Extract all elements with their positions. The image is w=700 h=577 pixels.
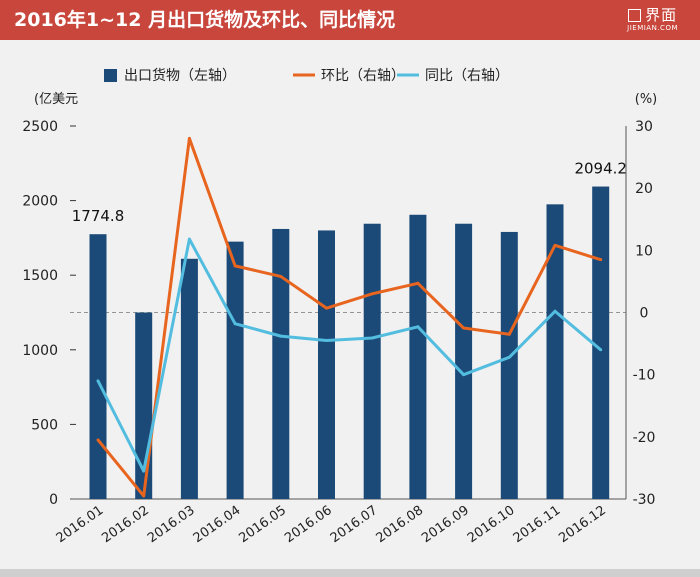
- y-right-axis-label: (%): [635, 92, 658, 107]
- y-left-tick-label: 2500: [22, 119, 58, 135]
- y-right-tick-label: -20: [633, 430, 656, 446]
- yoy-line-point: [187, 237, 191, 241]
- header-bar: 2016年1~12 月出口货物及环比、同比情况 界面 JIEMIAN.COM: [0, 0, 700, 40]
- y-right-tick-label: 10: [635, 243, 653, 259]
- y-right-tick-label: -30: [633, 492, 656, 508]
- y-right-tick-label: 20: [635, 181, 653, 197]
- x-tick-label: 2016.09: [419, 503, 472, 546]
- mom-line-point: [96, 438, 100, 442]
- yoy-line-point: [599, 348, 603, 352]
- logo-main: 界面: [627, 6, 678, 24]
- mom-line-point: [187, 136, 191, 140]
- legend-label-mom: 环比（右轴）: [321, 68, 405, 84]
- y-left-tick-label: 1000: [22, 343, 58, 359]
- yoy-line: [96, 237, 602, 473]
- x-tick-label: 2016.05: [236, 503, 289, 546]
- bar-2016-07: [363, 223, 381, 499]
- y-left-axis-label: (亿美元: [34, 92, 78, 107]
- bar-2016-12: [592, 186, 610, 500]
- bar-2016-04: [226, 241, 244, 499]
- mom-line: [96, 136, 602, 498]
- yoy-line-point: [233, 322, 237, 326]
- bar-2016-11: [546, 204, 564, 499]
- mom-line-point: [325, 306, 328, 310]
- chart-area: [0, 40, 700, 577]
- mom-line-point: [233, 264, 237, 268]
- yoy-line-point: [370, 336, 374, 340]
- data-label: 2094.2: [574, 160, 627, 178]
- yoy-line-point: [507, 355, 511, 359]
- mom-line-point: [553, 243, 557, 247]
- x-tick-label: 2016.10: [465, 503, 518, 546]
- bar-2016-03: [180, 258, 198, 499]
- yoy-line-point: [96, 379, 100, 383]
- y-left-tick-label: 500: [31, 417, 58, 433]
- x-tick-label: 2016.12: [556, 503, 609, 546]
- data-label: 1774.8: [72, 207, 125, 225]
- x-tick-label: 2016.04: [191, 503, 244, 546]
- yoy-line-point: [325, 338, 328, 342]
- bar-2016-08: [409, 214, 427, 500]
- mom-line-point: [370, 292, 374, 296]
- yoy-line-point: [462, 373, 466, 377]
- logo-sub: JIEMIAN.COM: [627, 24, 678, 32]
- x-tick-label: 2016.02: [99, 503, 152, 546]
- y-left-tick-label: 0: [49, 492, 58, 508]
- mom-line-point: [599, 258, 603, 262]
- bar-2016-10: [500, 231, 518, 499]
- y-right-tick-label: 0: [640, 306, 649, 322]
- mom-line-point: [462, 326, 466, 330]
- bar-2016-01: [89, 234, 107, 500]
- legend-label-bar: 出口货物（左轴）: [124, 67, 236, 84]
- mom-line-point: [416, 281, 420, 285]
- legend-label-yoy: 同比（右轴）: [425, 68, 509, 84]
- legend-swatch-bar: [104, 69, 117, 82]
- y-right-tick-label: -10: [633, 368, 656, 384]
- bottom-bar: [0, 569, 700, 577]
- yoy-line-point: [279, 334, 283, 338]
- jiemian-logo: 界面 JIEMIAN.COM: [627, 6, 678, 33]
- x-tick-label: 2016.11: [511, 503, 564, 546]
- x-tick-label: 2016.07: [328, 503, 381, 546]
- x-tick-label: 2016.03: [145, 503, 198, 546]
- mom-line-point: [279, 274, 283, 278]
- chart-title: 2016年1~12 月出口货物及环比、同比情况: [14, 9, 396, 31]
- logo-box-icon: [628, 9, 642, 22]
- yoy-line-point: [553, 309, 557, 313]
- y-right-tick-label: 30: [635, 119, 653, 135]
- bar-2016-06: [318, 230, 335, 499]
- x-tick-label: 2016.06: [282, 503, 335, 546]
- x-tick-label: 2016.01: [54, 503, 107, 546]
- mom-line-point: [507, 332, 511, 336]
- x-tick-label: 2016.08: [374, 503, 427, 546]
- bar-2016-09: [455, 223, 473, 499]
- yoy-line-point: [416, 325, 420, 329]
- y-left-tick-label: 1500: [22, 268, 58, 284]
- y-left-tick-label: 2000: [22, 194, 58, 210]
- logo-text: 界面: [645, 6, 678, 24]
- mom-line-point: [142, 494, 146, 498]
- bar-2016-05: [272, 228, 290, 499]
- yoy-line-point: [142, 469, 146, 473]
